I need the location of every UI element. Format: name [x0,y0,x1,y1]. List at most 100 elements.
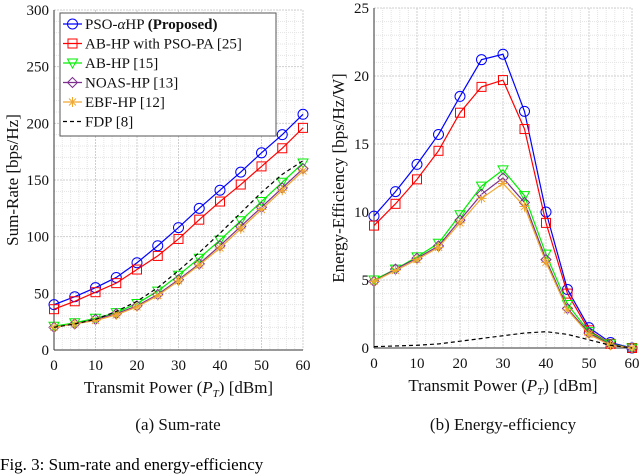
data-point [276,129,288,141]
data-point [132,301,142,312]
chart-1: 0 10 20 30 40 50 60 0 50 100 150 200 250 300 Transmit … [3,3,311,434]
data-point [111,309,122,320]
legend-entry: PSO-αHP (Proposed) [85,17,218,33]
data-point [541,217,551,228]
data-point [173,222,184,234]
x-tick-label: 10 [88,358,103,374]
data-point [297,158,309,170]
y-tick-label: 200 [27,116,50,132]
data-point [193,253,206,265]
data-point [69,296,80,307]
data-point [476,54,487,66]
data-point [215,243,225,253]
data-point [194,260,205,270]
series-line [53,160,304,328]
data-point [476,193,487,204]
data-point [67,38,78,49]
data-point [497,48,509,60]
legend-entry: AB-HP with PSO-PA [25] [85,37,242,53]
data-point [297,108,309,120]
series-2 [49,122,308,315]
x-tick-label: 20 [453,356,468,372]
data-point [66,58,79,70]
data-point [277,185,288,196]
data-point [215,196,225,207]
x-tick-label: 10 [410,356,425,372]
series-line [53,127,304,310]
data-point [276,177,289,189]
data-point [497,165,509,176]
data-point [454,90,466,102]
subfigure-caption: (b) Energy-efficiency [430,415,577,434]
y-tick-label: 300 [27,3,50,19]
data-point [455,217,465,228]
x-tick-label: 30 [496,356,511,372]
subfigure-caption: (a) Sum-rate [135,415,220,434]
data-point [454,210,466,221]
series-line [373,331,633,349]
data-point [235,223,246,234]
x-tick-label: 0 [370,356,378,372]
y-tick-label: 20 [354,69,369,85]
data-point [498,178,508,189]
data-point [369,220,379,231]
data-point [298,165,308,176]
data-point [256,204,267,215]
data-point [412,254,422,265]
data-point [498,75,508,86]
x-tick-label: 60 [296,358,311,374]
x-tick-label: 40 [213,358,228,374]
y-tick-label: 150 [27,173,50,189]
data-point [256,161,267,172]
data-point [475,181,488,193]
series-5 [369,178,637,353]
data-point [173,233,184,244]
data-point [152,250,163,261]
data-point [277,143,288,154]
data-point [131,257,143,269]
x-tick-label: 0 [50,358,58,374]
data-point [111,278,122,289]
data-point [412,174,422,185]
data-point [194,214,205,225]
data-point [49,304,59,315]
y-tick-label: 50 [34,286,49,302]
data-point [193,202,205,214]
series-6 [373,331,633,349]
chart-2: 0 10 20 30 40 50 60 0 5 10 15 20 25 Transmit Power (P… [329,1,640,434]
data-point [298,122,308,133]
x-tick-label: 40 [539,356,554,372]
y-tick-label: 5 [362,273,370,289]
data-point [173,275,184,286]
data-point [518,191,531,202]
x-axis-label: Transmit Power (PT) [dBm] [408,376,597,398]
y-tick-label: 10 [354,205,369,221]
legend-entry: AB-HP [15] [85,56,158,72]
data-point [214,184,226,196]
data-point [214,235,226,247]
data-point [172,270,185,282]
data-point [476,81,487,92]
data-point [152,240,164,252]
x-tick-label: 50 [254,358,269,374]
data-point [519,201,530,212]
y-tick-label: 250 [27,60,50,76]
x-tick-label: 20 [130,358,145,374]
y-tick-label: 15 [354,137,369,153]
data-point [90,315,101,326]
data-point [390,198,401,209]
y-axis-label: Sum-Rate [bps/Hz] [3,114,22,246]
y-tick-label: 25 [354,1,369,17]
data-point [455,107,465,118]
data-point [519,124,530,135]
data-point [152,290,163,301]
legend-entry: NOAS-HP [13] [85,76,178,92]
series-6 [53,160,304,328]
data-point [369,276,379,287]
data-point [390,265,401,276]
data-point [540,206,552,218]
data-point [255,197,268,208]
legend-entry: FDP [8] [85,115,133,131]
data-point [66,76,79,89]
